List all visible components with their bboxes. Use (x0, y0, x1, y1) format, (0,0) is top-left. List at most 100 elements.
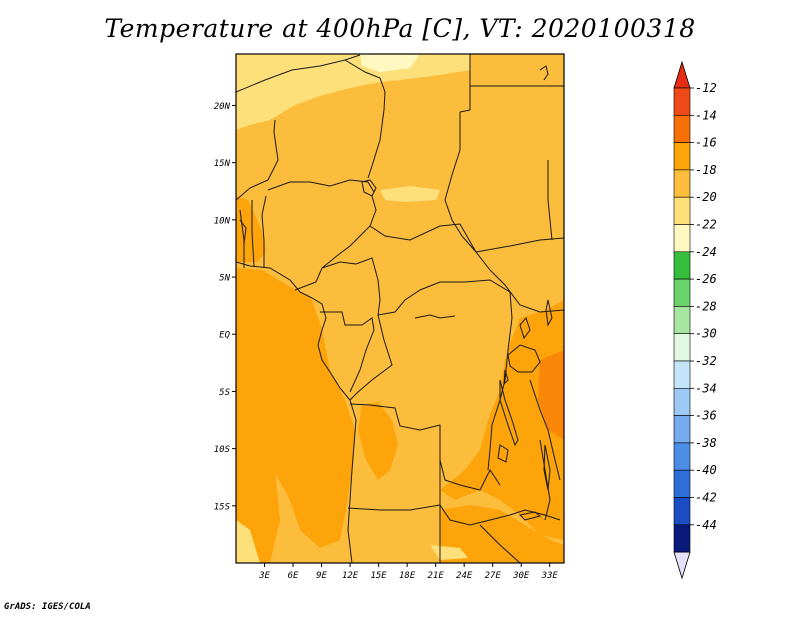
cool-patch-north-central (380, 186, 440, 202)
lake-tanganyika (499, 379, 519, 447)
warm-region-east (440, 300, 564, 540)
border-congo-drc (349, 314, 393, 401)
colorbar-legend: -12 -14 -16 -18 -20 -22 -24 -26 -28 -30 -32 -34 -36 -… (673, 60, 717, 580)
colorbar-segment (673, 360, 691, 389)
border-cameroon-car (321, 257, 381, 316)
lat-tick-label: 15N (214, 159, 231, 169)
colorbar-segment (673, 442, 691, 471)
lake-chad (361, 179, 377, 197)
longitude-axis: 3E 6E 9E 12E 15E 18E 21E 24E 27E 30E 33E (258, 563, 558, 581)
hot-region-east (538, 350, 564, 440)
colorbar-segment (673, 115, 691, 143)
colorbar-segment (673, 469, 691, 498)
border-angola-zambia (439, 460, 511, 526)
lon-tick-label: 6E (288, 571, 299, 581)
border-north-algeria-niger (236, 59, 386, 179)
colorbar-label: -20 (695, 190, 717, 204)
lake-albert (519, 317, 531, 340)
colorbar-segment (673, 142, 691, 171)
colorbar-label: -16 (695, 136, 717, 150)
colorbar-bottom-arrow (673, 551, 691, 580)
cool-region-sw (236, 520, 260, 563)
border-car-drc (377, 279, 511, 316)
colorbar-segment (673, 87, 691, 116)
lat-tick-label: 5N (219, 274, 230, 284)
map-title: Temperature at 400hPa [C], VT: 202010031… (104, 14, 696, 43)
coldest-patch-north (360, 54, 420, 72)
colorbar-segment (673, 415, 691, 444)
lon-tick-label: 12E (342, 571, 359, 581)
lake-kivu (503, 369, 509, 386)
colorbar-label: -14 (695, 108, 717, 122)
lat-tick-label: 10N (214, 216, 231, 226)
colorbar-label: -18 (695, 163, 717, 177)
lake-turkana (545, 299, 553, 327)
boundaries (236, 54, 564, 563)
border-namibia-botswana (439, 505, 521, 563)
border-tanzania (529, 379, 561, 481)
lake-mweru (497, 444, 509, 463)
lat-tick-label: EQ (219, 331, 230, 341)
border-ethiopia (547, 160, 553, 241)
warm-region-coast-lower (236, 400, 280, 563)
colorbar-segment (673, 196, 691, 225)
colorbar-label: -32 (695, 354, 717, 368)
lat-tick-label: 10S (214, 445, 231, 455)
colorbar-segment (673, 497, 691, 526)
lat-tick-label: 15S (214, 502, 231, 512)
colorbar-label: -24 (695, 245, 717, 259)
lake-malawi (543, 444, 551, 491)
border-angola-namibia (347, 504, 441, 511)
border-drc-angola (349, 403, 501, 491)
colorbar-label: -34 (695, 381, 717, 395)
colorbar-segment (673, 333, 691, 362)
lon-tick-label: 30E (512, 571, 530, 581)
lake-victoria (507, 344, 541, 373)
cool-region-north (236, 54, 470, 130)
lon-tick-label: 27E (485, 571, 502, 581)
lon-tick-label: 18E (399, 571, 416, 581)
red-sea-coast (539, 65, 549, 81)
colorbar-label: -22 (695, 218, 717, 232)
lon-tick-label: 24E (456, 571, 473, 581)
lon-tick-label: 3E (258, 571, 270, 581)
colorbar-segment (673, 524, 691, 553)
river-congo (414, 314, 456, 319)
lat-tick-label: 20N (214, 102, 231, 112)
colorbar-label: -40 (695, 463, 717, 477)
colorbar-segment (673, 251, 691, 280)
colorbar-label: -28 (695, 299, 717, 313)
colorbar-top-arrow (673, 60, 691, 89)
lon-tick-label: 9E (316, 571, 327, 581)
colorbar-segment (673, 278, 691, 307)
lon-tick-label: 21E (428, 571, 445, 581)
colorbar-label: -12 (695, 81, 717, 95)
colorbar-segment (673, 387, 691, 416)
map-frame (235, 53, 565, 564)
colorbar-segment (673, 306, 691, 334)
grads-credit: GrADS: IGES/COLA (4, 602, 91, 612)
latitude-axis: 20N 15N 10N 5N EQ 5S 10S 15S (214, 102, 236, 512)
border-libya-chad (344, 54, 471, 113)
lon-tick-label: 33E (541, 571, 559, 581)
colorbar-label: -26 (695, 272, 717, 286)
colorbar-label: -36 (695, 409, 717, 423)
lat-tick-label: 5S (219, 388, 230, 398)
colorbar-label: -38 (695, 436, 717, 450)
border-mali-niger (236, 119, 279, 201)
border-niger-nigeria (267, 179, 375, 193)
border-south-sudan-uganda (489, 269, 564, 313)
colorbar-segment (673, 169, 691, 198)
colorbar-label: -30 (695, 327, 717, 341)
colorbar-label: -44 (695, 518, 717, 532)
border-gabon-congo (320, 311, 375, 393)
border-chad-car (369, 223, 477, 253)
warm-region-west-coast (236, 268, 355, 548)
lake-volta (239, 219, 247, 245)
lake-kariba (518, 511, 542, 521)
warm-patch-central (358, 402, 398, 480)
border-chad-sudan (444, 112, 491, 271)
colorbar-label: -42 (695, 491, 717, 505)
colorbar-segment (673, 224, 691, 253)
